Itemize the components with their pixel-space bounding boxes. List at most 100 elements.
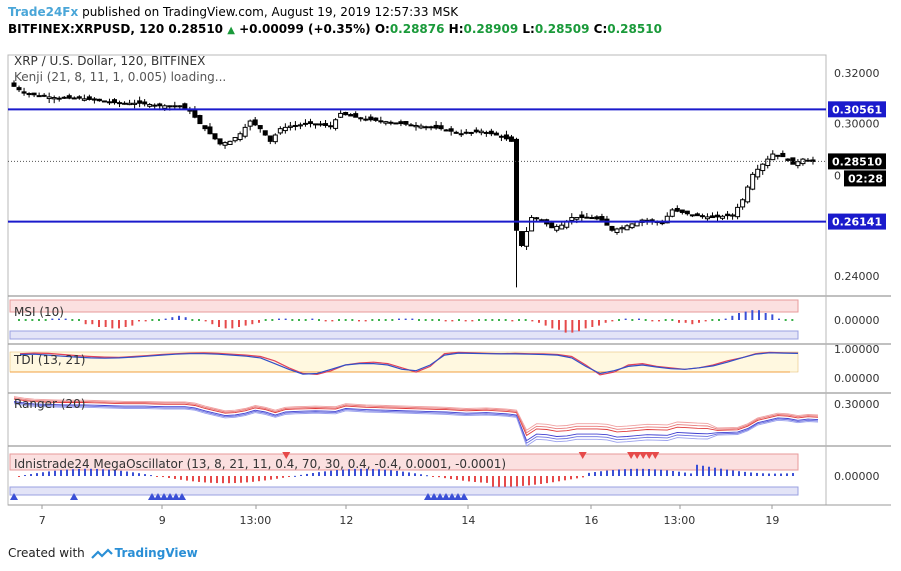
msi-bar bbox=[38, 319, 40, 321]
candle-body bbox=[383, 121, 389, 124]
mega-bar bbox=[48, 471, 50, 476]
mega-bar bbox=[762, 473, 764, 476]
mega-bar bbox=[126, 471, 128, 476]
candle-body bbox=[157, 103, 163, 107]
ranger-band-line bbox=[13, 402, 819, 444]
candle-body bbox=[624, 225, 630, 231]
candle-body bbox=[232, 137, 238, 142]
level-price-label: 0.30561 bbox=[832, 103, 882, 116]
buy-signal-icon bbox=[148, 493, 156, 500]
msi-bar bbox=[231, 320, 234, 329]
buy-signal-icon bbox=[436, 493, 444, 500]
candle-body bbox=[21, 91, 27, 94]
candle-body bbox=[307, 121, 313, 125]
candle-body bbox=[780, 152, 786, 158]
msi-bar bbox=[418, 319, 420, 321]
mega-bar bbox=[582, 476, 584, 478]
msi-bar bbox=[758, 310, 760, 320]
candle-body bbox=[338, 112, 344, 118]
mega-bar bbox=[666, 470, 668, 476]
candle-body bbox=[659, 222, 665, 225]
candle-body bbox=[192, 109, 198, 118]
msi-bar bbox=[664, 319, 667, 321]
msi-bar bbox=[511, 320, 514, 322]
msi-bar bbox=[738, 313, 740, 320]
candle-body bbox=[132, 102, 138, 105]
candle-body bbox=[805, 159, 811, 162]
candle-body bbox=[313, 123, 318, 126]
candle-body bbox=[252, 119, 258, 126]
candle-body bbox=[378, 120, 384, 123]
overlay-label: Kenji (21, 8, 11, 1, 0.005) loading... bbox=[14, 70, 226, 84]
mega-bar bbox=[522, 476, 524, 486]
mega-upper-zone bbox=[9, 453, 799, 471]
candle-body bbox=[247, 120, 253, 127]
mega-bar bbox=[450, 476, 452, 480]
msi-bar bbox=[464, 320, 467, 322]
buy-signal-icon bbox=[154, 493, 162, 500]
mega-bar bbox=[792, 473, 794, 476]
ranger-band-line bbox=[13, 396, 819, 431]
candle-body bbox=[36, 95, 42, 98]
mega-bar bbox=[60, 470, 62, 476]
mega-bar bbox=[30, 474, 32, 476]
msi-bar bbox=[278, 318, 280, 320]
msi-bar bbox=[458, 319, 460, 321]
symbol-header: BITFINEX:XRPUSD, 120 0.28510 ▲ +0.00099 … bbox=[8, 22, 662, 36]
mega-bar bbox=[648, 469, 650, 476]
created-with-text: Created with bbox=[8, 546, 85, 560]
mega-bar bbox=[672, 470, 674, 476]
msi-bar bbox=[104, 320, 107, 327]
msi-bar bbox=[178, 315, 180, 320]
mega-bar bbox=[192, 476, 194, 482]
mega-bar bbox=[108, 469, 110, 476]
msi-bar bbox=[18, 319, 20, 321]
candle-body bbox=[177, 105, 183, 108]
candle-body bbox=[694, 213, 700, 217]
candle-body bbox=[433, 124, 439, 129]
candle-body bbox=[569, 217, 575, 221]
chart-frame bbox=[7, 54, 827, 506]
ranger-band-line bbox=[13, 397, 819, 434]
tradingview-brand[interactable]: TradingView bbox=[114, 546, 198, 560]
countdown-tag bbox=[844, 170, 886, 187]
msi-bar bbox=[64, 318, 67, 320]
msi-bar bbox=[384, 319, 387, 321]
candle-body bbox=[614, 228, 620, 233]
candle-body bbox=[348, 114, 354, 117]
close-label: C: bbox=[593, 22, 608, 36]
msi-bar bbox=[684, 320, 687, 323]
candle-body bbox=[368, 116, 374, 121]
msi-bar bbox=[171, 317, 174, 320]
mega-bar bbox=[390, 470, 392, 476]
candle-body bbox=[142, 101, 148, 105]
candle-body bbox=[775, 154, 781, 157]
mega-bar bbox=[546, 476, 548, 484]
msi-bar bbox=[451, 320, 454, 322]
msi-bar bbox=[424, 319, 427, 321]
candle-body bbox=[353, 113, 359, 118]
candle-body bbox=[152, 104, 158, 107]
mega-bar bbox=[144, 474, 146, 476]
msi-bar bbox=[551, 320, 554, 329]
mega-bar bbox=[654, 469, 656, 476]
candle-body bbox=[508, 136, 514, 142]
main-pane-title: XRP / U.S. Dollar, 120, BITFINEX bbox=[14, 54, 205, 68]
msi-bar bbox=[578, 320, 580, 332]
msi-bar bbox=[444, 320, 447, 322]
candle-body bbox=[393, 122, 399, 125]
mega-bar bbox=[294, 475, 296, 477]
candle-body bbox=[408, 124, 414, 127]
candle-body bbox=[323, 123, 329, 126]
msi-bar bbox=[558, 320, 560, 330]
time-tick-label: 13:00 bbox=[240, 514, 272, 527]
candle-body bbox=[770, 153, 776, 161]
msi-bar bbox=[671, 319, 674, 321]
tdi-line bbox=[19, 352, 799, 375]
candle-body bbox=[16, 87, 22, 91]
msi-bar bbox=[618, 319, 620, 321]
candle-body bbox=[584, 216, 590, 219]
author-brand[interactable]: Trade24Fx bbox=[8, 5, 79, 19]
candle-body bbox=[56, 97, 62, 100]
